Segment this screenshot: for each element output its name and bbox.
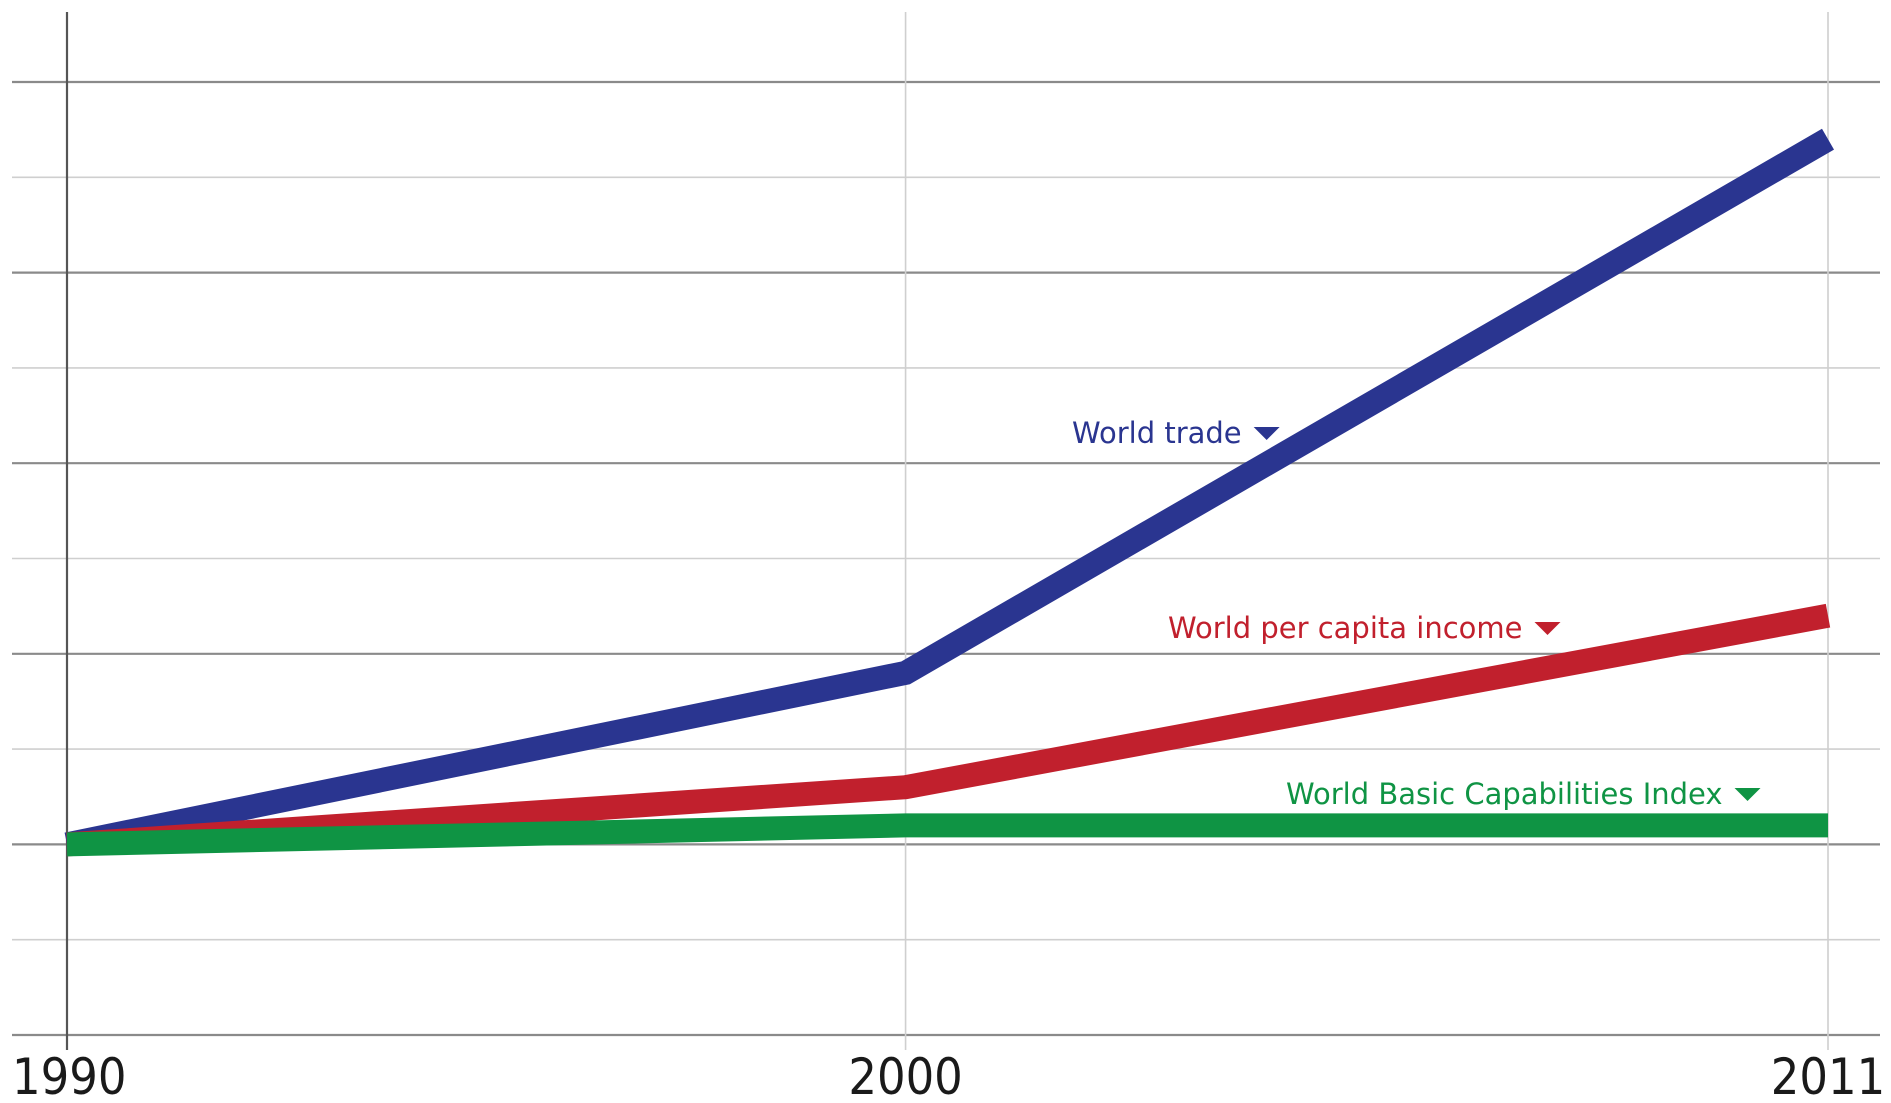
series-label-3: World Basic Capabilities Index [1286, 777, 1723, 811]
series-label-2: World per capita income [1168, 611, 1522, 645]
x-tick-labels: 1990 2000 2011 [12, 1048, 1885, 1103]
series-line-2 [66, 603, 1831, 857]
series-group [64, 128, 1835, 857]
x-tick-label: 2000 [848, 1048, 962, 1103]
marker-triangle-icon [1534, 622, 1561, 635]
x-tick-label: 2011 [1771, 1048, 1885, 1103]
series-labels: World trade World per capita income World … [1072, 416, 1761, 811]
x-tick-label: 1990 [12, 1048, 126, 1103]
series-line-1 [64, 128, 1835, 857]
grid-lines [12, 80, 1880, 1037]
series-line-3 [66, 813, 1828, 857]
marker-triangle-icon [1734, 788, 1761, 801]
series-label-1: World trade [1072, 416, 1242, 450]
vertical-gridlines [65, 12, 1829, 1050]
marker-triangle-icon [1253, 427, 1280, 440]
